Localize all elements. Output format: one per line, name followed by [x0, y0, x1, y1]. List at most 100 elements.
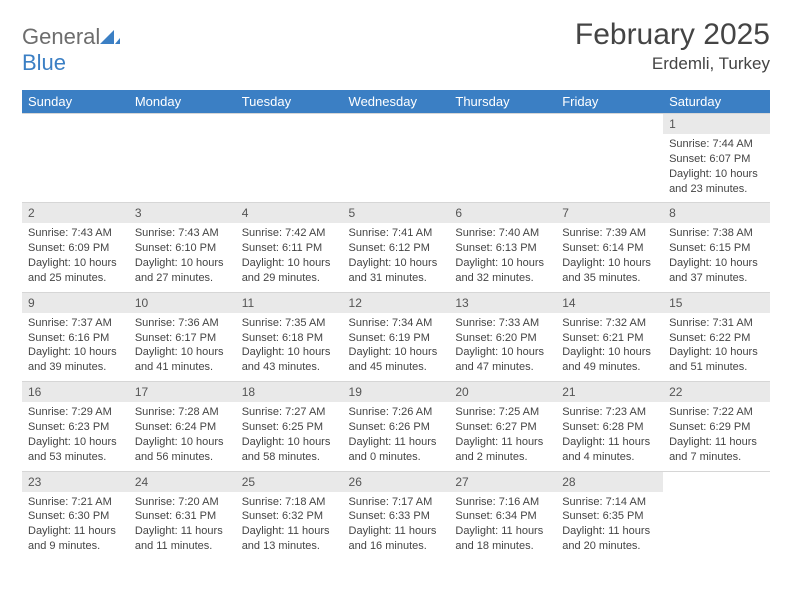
location-label: Erdemli, Turkey: [575, 54, 770, 74]
daylight-text: Daylight: 10 hours and 58 minutes.: [242, 435, 337, 465]
day-details-row: Sunrise: 7:44 AMSunset: 6:07 PMDaylight:…: [22, 134, 770, 203]
sunrise-text: Sunrise: 7:20 AM: [135, 495, 230, 510]
day-details-cell: Sunrise: 7:41 AMSunset: 6:12 PMDaylight:…: [343, 223, 450, 292]
daylight-text: Daylight: 10 hours and 53 minutes.: [28, 435, 123, 465]
sunrise-text: Sunrise: 7:33 AM: [455, 316, 550, 331]
sunrise-text: Sunrise: 7:21 AM: [28, 495, 123, 510]
daylight-text: Daylight: 11 hours and 9 minutes.: [28, 524, 123, 554]
day-details-cell: Sunrise: 7:28 AMSunset: 6:24 PMDaylight:…: [129, 402, 236, 471]
sunrise-text: Sunrise: 7:31 AM: [669, 316, 764, 331]
header: GeneralBlue February 2025 Erdemli, Turke…: [22, 18, 770, 76]
sunset-text: Sunset: 6:14 PM: [562, 241, 657, 256]
daylight-text: Daylight: 11 hours and 18 minutes.: [455, 524, 550, 554]
sunrise-text: Sunrise: 7:28 AM: [135, 405, 230, 420]
brand-text: GeneralBlue: [22, 24, 120, 76]
brand-part2: Blue: [22, 50, 66, 75]
day-number-cell: 16: [22, 382, 129, 403]
day-number-cell: [663, 471, 770, 492]
day-details-cell: Sunrise: 7:14 AMSunset: 6:35 PMDaylight:…: [556, 492, 663, 560]
day-details-row: Sunrise: 7:43 AMSunset: 6:09 PMDaylight:…: [22, 223, 770, 292]
day-details-cell: Sunrise: 7:29 AMSunset: 6:23 PMDaylight:…: [22, 402, 129, 471]
sunset-text: Sunset: 6:32 PM: [242, 509, 337, 524]
sunrise-text: Sunrise: 7:25 AM: [455, 405, 550, 420]
calendar-table: Sunday Monday Tuesday Wednesday Thursday…: [22, 90, 770, 560]
day-details-row: Sunrise: 7:37 AMSunset: 6:16 PMDaylight:…: [22, 313, 770, 382]
day-details-cell: [236, 134, 343, 203]
sunset-text: Sunset: 6:31 PM: [135, 509, 230, 524]
sunrise-text: Sunrise: 7:43 AM: [28, 226, 123, 241]
sunset-text: Sunset: 6:10 PM: [135, 241, 230, 256]
sunset-text: Sunset: 6:18 PM: [242, 331, 337, 346]
sunset-text: Sunset: 6:35 PM: [562, 509, 657, 524]
daylight-text: Daylight: 10 hours and 41 minutes.: [135, 345, 230, 375]
day-details-cell: Sunrise: 7:16 AMSunset: 6:34 PMDaylight:…: [449, 492, 556, 560]
day-number-cell: [22, 114, 129, 135]
day-details-cell: Sunrise: 7:34 AMSunset: 6:19 PMDaylight:…: [343, 313, 450, 382]
day-header: Monday: [129, 90, 236, 114]
sunset-text: Sunset: 6:20 PM: [455, 331, 550, 346]
daylight-text: Daylight: 11 hours and 0 minutes.: [349, 435, 444, 465]
sunset-text: Sunset: 6:12 PM: [349, 241, 444, 256]
daylight-text: Daylight: 10 hours and 47 minutes.: [455, 345, 550, 375]
daylight-text: Daylight: 11 hours and 7 minutes.: [669, 435, 764, 465]
day-header: Wednesday: [343, 90, 450, 114]
daylight-text: Daylight: 10 hours and 51 minutes.: [669, 345, 764, 375]
day-details-cell: [449, 134, 556, 203]
daylight-text: Daylight: 10 hours and 37 minutes.: [669, 256, 764, 286]
sunrise-text: Sunrise: 7:29 AM: [28, 405, 123, 420]
day-details-cell: Sunrise: 7:40 AMSunset: 6:13 PMDaylight:…: [449, 223, 556, 292]
day-number-row: 9101112131415: [22, 292, 770, 313]
month-title: February 2025: [575, 18, 770, 52]
day-details-cell: [343, 134, 450, 203]
sunset-text: Sunset: 6:17 PM: [135, 331, 230, 346]
day-number-cell: [129, 114, 236, 135]
sunrise-text: Sunrise: 7:23 AM: [562, 405, 657, 420]
daylight-text: Daylight: 10 hours and 29 minutes.: [242, 256, 337, 286]
sunset-text: Sunset: 6:26 PM: [349, 420, 444, 435]
day-details-cell: Sunrise: 7:25 AMSunset: 6:27 PMDaylight:…: [449, 402, 556, 471]
day-number-cell: 18: [236, 382, 343, 403]
day-number-row: 232425262728: [22, 471, 770, 492]
sunrise-text: Sunrise: 7:18 AM: [242, 495, 337, 510]
day-number-cell: 6: [449, 203, 556, 224]
sunrise-text: Sunrise: 7:43 AM: [135, 226, 230, 241]
sunrise-text: Sunrise: 7:16 AM: [455, 495, 550, 510]
daylight-text: Daylight: 10 hours and 23 minutes.: [669, 167, 764, 197]
day-details-cell: Sunrise: 7:43 AMSunset: 6:09 PMDaylight:…: [22, 223, 129, 292]
day-number-cell: 1: [663, 114, 770, 135]
daylight-text: Daylight: 10 hours and 25 minutes.: [28, 256, 123, 286]
day-number-cell: 2: [22, 203, 129, 224]
day-number-cell: 10: [129, 292, 236, 313]
daylight-text: Daylight: 10 hours and 43 minutes.: [242, 345, 337, 375]
sunrise-text: Sunrise: 7:42 AM: [242, 226, 337, 241]
day-details-cell: Sunrise: 7:27 AMSunset: 6:25 PMDaylight:…: [236, 402, 343, 471]
day-number-cell: 13: [449, 292, 556, 313]
day-number-cell: 12: [343, 292, 450, 313]
day-header: Saturday: [663, 90, 770, 114]
day-header: Friday: [556, 90, 663, 114]
sunrise-text: Sunrise: 7:41 AM: [349, 226, 444, 241]
sunrise-text: Sunrise: 7:39 AM: [562, 226, 657, 241]
daylight-text: Daylight: 11 hours and 4 minutes.: [562, 435, 657, 465]
day-details-cell: Sunrise: 7:38 AMSunset: 6:15 PMDaylight:…: [663, 223, 770, 292]
sunrise-text: Sunrise: 7:22 AM: [669, 405, 764, 420]
sunset-text: Sunset: 6:24 PM: [135, 420, 230, 435]
sunset-text: Sunset: 6:16 PM: [28, 331, 123, 346]
day-number-row: 2345678: [22, 203, 770, 224]
daylight-text: Daylight: 10 hours and 27 minutes.: [135, 256, 230, 286]
sunrise-text: Sunrise: 7:32 AM: [562, 316, 657, 331]
day-number-cell: [556, 114, 663, 135]
day-number-row: 1: [22, 114, 770, 135]
day-number-cell: 11: [236, 292, 343, 313]
day-number-cell: 9: [22, 292, 129, 313]
sunrise-text: Sunrise: 7:17 AM: [349, 495, 444, 510]
sunset-text: Sunset: 6:34 PM: [455, 509, 550, 524]
daylight-text: Daylight: 11 hours and 2 minutes.: [455, 435, 550, 465]
day-details-cell: Sunrise: 7:37 AMSunset: 6:16 PMDaylight:…: [22, 313, 129, 382]
sail-icon: [100, 24, 120, 50]
sunrise-text: Sunrise: 7:34 AM: [349, 316, 444, 331]
sunset-text: Sunset: 6:29 PM: [669, 420, 764, 435]
day-details-cell: Sunrise: 7:20 AMSunset: 6:31 PMDaylight:…: [129, 492, 236, 560]
day-number-cell: 23: [22, 471, 129, 492]
day-details-cell: Sunrise: 7:17 AMSunset: 6:33 PMDaylight:…: [343, 492, 450, 560]
